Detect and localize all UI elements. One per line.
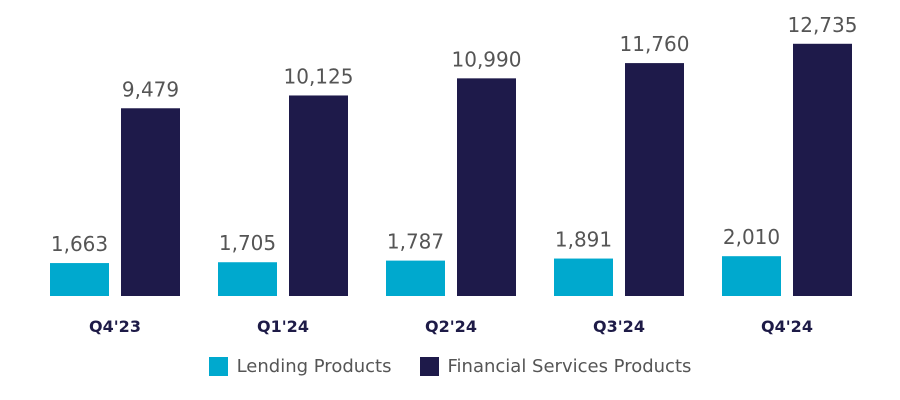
data-label-financial-services-1: 9,479 bbox=[122, 77, 179, 101]
bar-lending-2 bbox=[218, 262, 277, 296]
data-label-lending-3: 1,787 bbox=[387, 230, 444, 254]
bar-financial-services-3 bbox=[457, 78, 516, 296]
bar-chart: 1,663 9,479 Q4'23 1,705 10,125 Q1'24 1,787 10,9… bbox=[50, 13, 858, 336]
category-label-4: Q3'24 bbox=[593, 317, 645, 336]
data-label-lending-5: 2,010 bbox=[723, 225, 780, 249]
bar-financial-services-4 bbox=[625, 63, 684, 296]
category-label-1: Q4'23 bbox=[89, 317, 141, 336]
category-label-2: Q1'24 bbox=[257, 317, 309, 336]
data-label-financial-services-2: 10,125 bbox=[284, 64, 354, 88]
bar-financial-services-5 bbox=[793, 43, 852, 296]
data-label-lending-4: 1,891 bbox=[555, 228, 612, 252]
legend-label-financial-services: Financial Services Products bbox=[447, 355, 692, 377]
category-label-3: Q2'24 bbox=[425, 317, 477, 336]
bar-lending-5 bbox=[722, 256, 781, 296]
bar-financial-services-1 bbox=[121, 108, 180, 296]
chart-legend: Lending Products Financial Services Prod… bbox=[0, 352, 900, 380]
legend-label-lending: Lending Products bbox=[236, 355, 392, 377]
data-label-financial-services-5: 12,735 bbox=[788, 13, 858, 37]
bar-lending-3 bbox=[386, 260, 445, 296]
data-label-lending-1: 1,663 bbox=[51, 232, 108, 256]
data-label-financial-services-3: 10,990 bbox=[452, 47, 522, 71]
legend-item-lending: Lending Products bbox=[208, 355, 392, 377]
legend-item-financial-services: Financial Services Products bbox=[419, 355, 692, 377]
legend-swatch-lending bbox=[208, 356, 228, 376]
category-label-5: Q4'24 bbox=[761, 317, 813, 336]
data-label-financial-services-4: 11,760 bbox=[620, 32, 690, 56]
legend-swatch-financial-services bbox=[419, 356, 439, 376]
bar-financial-services-2 bbox=[289, 95, 348, 297]
bar-lending-1 bbox=[50, 263, 109, 296]
data-label-lending-2: 1,705 bbox=[219, 231, 276, 255]
bar-lending-4 bbox=[554, 258, 613, 296]
